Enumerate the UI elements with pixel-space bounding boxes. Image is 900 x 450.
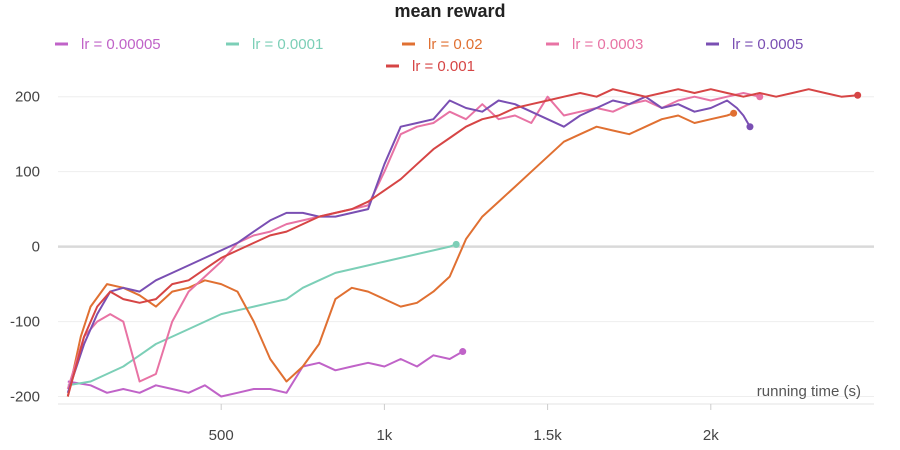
grid-lines — [58, 96, 874, 410]
x-axis-label: running time (s) — [757, 383, 861, 400]
series-end-point-4 — [746, 123, 754, 131]
legend-label: lr = 0.001 — [412, 58, 475, 75]
series-line-1 — [67, 243, 457, 387]
y-axis-ticks: -200 -100 0 100 200 — [10, 89, 40, 406]
series-line-4 — [66, 95, 751, 394]
series-end-point-0 — [459, 348, 467, 356]
series-end-point-2 — [730, 109, 738, 117]
chart-title: mean reward — [394, 1, 505, 21]
legend-label: lr = 0.0001 — [252, 36, 323, 53]
y-tick-label: 200 — [15, 89, 40, 106]
y-tick-label: -200 — [10, 389, 40, 406]
series-line-3 — [66, 92, 761, 390]
legend-label: lr = 0.02 — [428, 36, 483, 53]
legend: lr = 0.00005 lr = 0.0001 lr = 0.02 lr = 0.0… — [55, 36, 803, 75]
y-tick-label: 0 — [32, 239, 40, 256]
x-axis-ticks: 500 1k 1.5k 2k — [209, 427, 720, 444]
x-tick-label: 2k — [703, 427, 719, 444]
legend-label: lr = 0.0003 — [572, 36, 643, 53]
x-tick-label: 500 — [209, 427, 234, 444]
legend-label: lr = 0.00005 — [81, 36, 161, 53]
series-lines — [66, 88, 862, 398]
series-line-2 — [66, 112, 734, 397]
series-end-point-5 — [854, 91, 862, 99]
series-line-0 — [67, 350, 464, 398]
series-end-point-1 — [452, 240, 460, 248]
y-tick-label: 100 — [15, 164, 40, 181]
series-line-5 — [66, 88, 858, 397]
series-end-point-3 — [756, 93, 764, 101]
x-tick-label: 1.5k — [533, 427, 562, 444]
y-tick-label: -100 — [10, 314, 40, 331]
x-tick-label: 1k — [376, 427, 392, 444]
legend-label: lr = 0.0005 — [732, 36, 803, 53]
